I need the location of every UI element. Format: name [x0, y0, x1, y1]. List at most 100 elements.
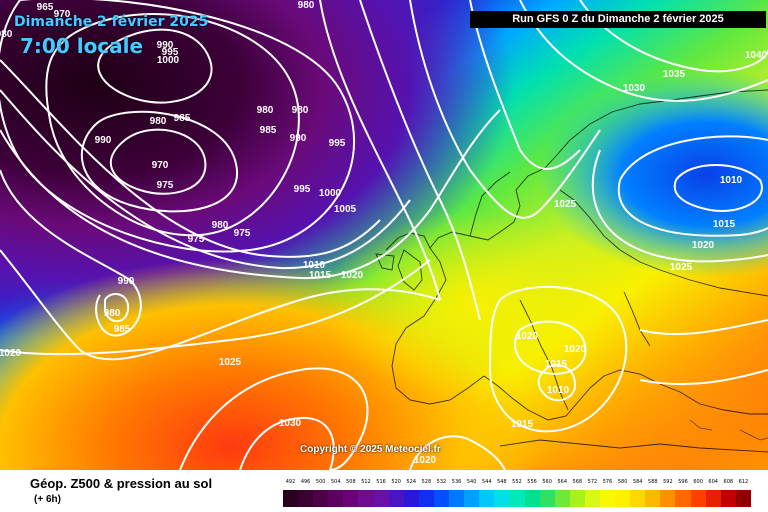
scale-label: 508 [346, 479, 356, 485]
scale-swatch [283, 490, 299, 507]
scale-label: 536 [451, 479, 462, 485]
scale-swatch [358, 490, 374, 507]
scale-swatch [569, 490, 585, 507]
scale-swatch [705, 490, 721, 507]
isobar-label: 995 [294, 184, 311, 195]
isobar-label: 990 [95, 135, 112, 146]
z500-color-scale: 492 496 500 504 508 512 516 520 524 528 532 536 540 5… [283, 479, 751, 509]
isobar-label: 985 [260, 125, 277, 136]
coast-south-detail [689, 419, 768, 441]
isobar-label: 1010 [720, 175, 743, 186]
scale-swatch [720, 490, 736, 507]
isobar-label: 1010 [547, 385, 570, 396]
scale-label: 612 [738, 479, 749, 485]
isobar-label: 985 [174, 113, 191, 124]
isobar-label: 1030 [279, 418, 302, 429]
scale-label: 540 [466, 479, 477, 485]
scale-swatch [373, 490, 389, 507]
scale-label: 596 [678, 479, 688, 485]
scale-swatch [509, 490, 525, 507]
isobar-label: 995 [329, 138, 346, 149]
scale-label: 500 [315, 479, 326, 485]
forecast-date: Dimanche 2 février 2025 [14, 14, 209, 30]
scale-label: 544 [481, 479, 492, 485]
scale-swatch [433, 490, 450, 507]
scale-swatch [524, 490, 540, 507]
scale-swatch [464, 490, 480, 507]
isobar-label: 1020 [692, 240, 715, 251]
isobar-label: 975 [157, 180, 174, 191]
isobar-label: 970 [152, 160, 169, 171]
isobar-label: 980 [298, 0, 315, 11]
isobar-label: 990 [118, 276, 135, 287]
scale-swatch [388, 490, 404, 507]
scale-label: 572 [587, 479, 598, 485]
scale-swatches [283, 490, 751, 507]
isobar-label: 1035 [663, 69, 686, 80]
scale-swatch [449, 490, 465, 507]
scale-label: 604 [708, 479, 718, 485]
scale-swatch [615, 490, 631, 507]
scale-swatch [298, 490, 314, 507]
run-info: Run GFS 0 Z du Dimanche 2 février 2025 [470, 11, 766, 28]
scale-label: 532 [436, 479, 447, 485]
isobar-label: 1015 [309, 270, 332, 281]
scale-swatch [584, 490, 600, 507]
scale-swatch [735, 490, 751, 507]
scale-label: 528 [421, 479, 432, 485]
scale-label: 524 [406, 479, 417, 485]
isobar-label: 1000 [319, 188, 342, 199]
scale-swatch [660, 490, 676, 507]
isobar-label: 1025 [219, 357, 242, 368]
isobar-label: 1015 [511, 419, 534, 430]
scale-label: 584 [632, 479, 643, 485]
isobar-label: 1020 [564, 344, 587, 355]
isobar-label: 995 [162, 47, 179, 58]
scale-label: 580 [617, 479, 628, 485]
isobar-label: 1020 [414, 455, 437, 466]
scale-swatch [690, 490, 706, 507]
isobar-label: 990 [290, 133, 307, 144]
isobar-label: 1020 [516, 331, 539, 342]
weather-map: 9809709659809909951000980985990970975980… [0, 0, 768, 470]
isobar-label: 1015 [545, 359, 568, 370]
scale-swatch [539, 490, 555, 507]
isobar-label: 970 [54, 9, 71, 20]
isobar-label: 985 [114, 324, 131, 335]
isobar-label: 1010 [303, 260, 326, 271]
isobar-label: 980 [0, 29, 13, 40]
scale-label: 496 [300, 479, 311, 485]
scale-label: 552 [512, 479, 522, 485]
scale-swatch [599, 490, 616, 507]
copyright: Copyright © 2025 Meteociel.fr [300, 444, 441, 455]
scale-label: 556 [527, 479, 537, 485]
coastlines [375, 89, 768, 453]
scale-label: 588 [648, 479, 658, 485]
isobar-label: 980 [257, 105, 274, 116]
isobar-label: 1015 [713, 219, 736, 230]
scale-label: 492 [285, 479, 296, 485]
scale-label: 600 [693, 479, 703, 485]
forecast-step: (+ 6h) [34, 494, 61, 505]
isobar-label: 1040 [745, 50, 768, 61]
isobar-label: 980 [292, 105, 309, 116]
scale-swatch [645, 490, 661, 507]
scale-label: 568 [572, 479, 583, 485]
scale-label: 516 [376, 479, 386, 485]
scale-swatch [630, 490, 646, 507]
scale-swatch [479, 490, 495, 507]
scale-label: 548 [497, 479, 507, 485]
isobar-label: 990 [157, 40, 174, 51]
isobar-label: 980 [104, 308, 121, 319]
isobar-label: 1005 [334, 204, 357, 215]
isobar-label: 975 [188, 234, 205, 245]
isobar-label: 975 [234, 228, 251, 239]
scale-label: 504 [331, 479, 341, 485]
isobar-label: 1020 [341, 270, 364, 281]
isobar-label: 980 [212, 220, 229, 231]
scale-labels: 492 496 500 504 508 512 516 520 524 528 532 536 540 5… [283, 479, 751, 489]
scale-swatch [328, 490, 344, 507]
isobar-label: 1000 [157, 55, 180, 66]
isobar-label: 1025 [670, 262, 693, 273]
scale-label: 520 [391, 479, 401, 485]
